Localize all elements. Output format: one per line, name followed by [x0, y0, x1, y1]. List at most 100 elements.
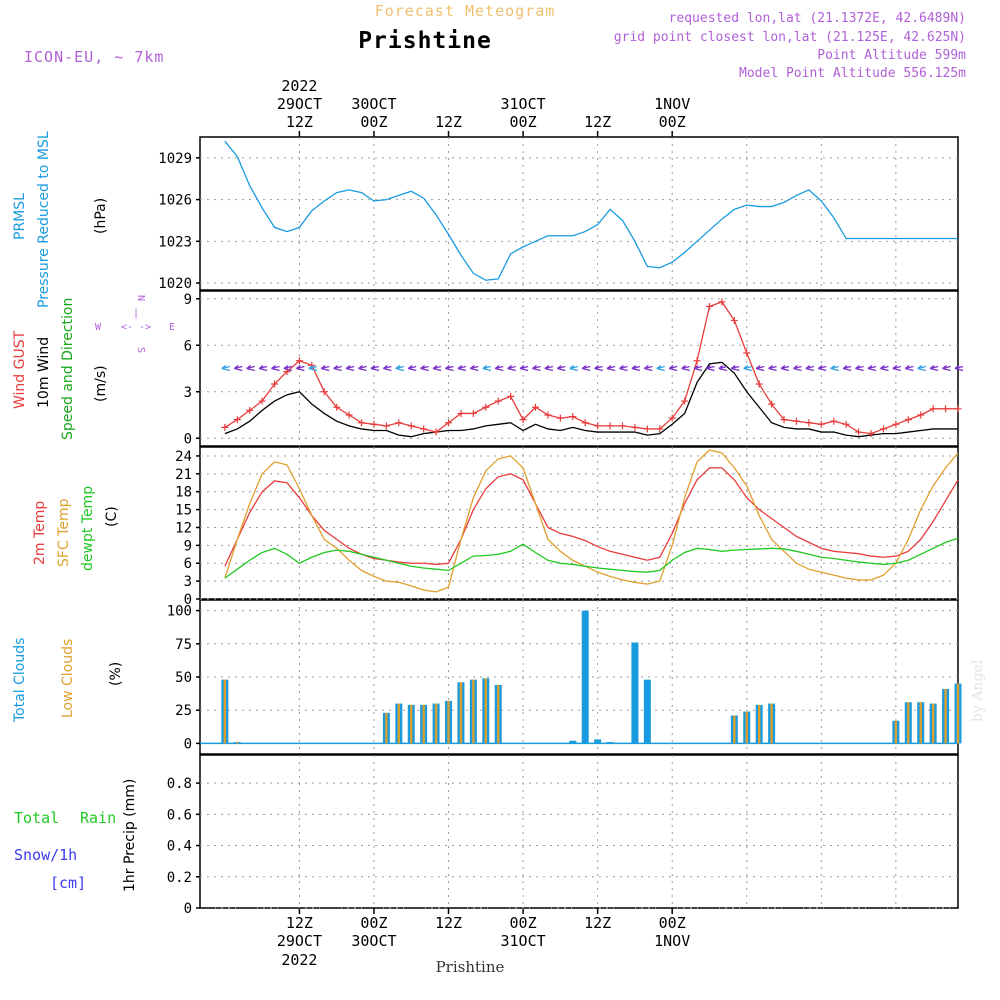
gust-marker	[395, 419, 403, 427]
gust-marker	[469, 409, 477, 417]
wind-direction-arrow	[606, 364, 616, 372]
wind-direction-arrow	[681, 364, 690, 372]
wind-direction-arrow	[445, 364, 454, 372]
gust-marker	[755, 380, 763, 388]
gust-marker	[221, 423, 229, 431]
ytick-label-pressure: 1029	[158, 151, 192, 167]
gust-marker	[445, 419, 453, 427]
gust-marker	[556, 414, 564, 422]
gust-marker	[942, 405, 950, 413]
pressure-unit: (hPa)	[93, 198, 109, 234]
gust-marker	[780, 416, 788, 424]
wind-direction-arrow	[693, 364, 703, 372]
ytick-label-pressure: 1020	[158, 276, 192, 292]
gust-marker	[569, 413, 577, 421]
wind-direction-arrow	[594, 364, 603, 372]
bottom-tick-hour: 00Z	[360, 914, 387, 932]
bottom-tick-date: 30OCT	[351, 932, 396, 950]
compass-n: N	[135, 295, 146, 301]
wind-direction-arrow	[308, 364, 318, 372]
wind-direction-arrow	[457, 364, 467, 372]
gust-marker	[271, 380, 279, 388]
clouds-unit: (%)	[108, 662, 124, 686]
wind-direction-arrow	[619, 364, 628, 372]
gust-marker	[258, 397, 266, 405]
low-cloud-bar	[956, 683, 960, 744]
clouds-label-total: Total Clouds	[12, 638, 28, 723]
low-cloud-bar	[497, 684, 500, 744]
wind-direction-arrow	[892, 364, 902, 372]
low-cloud-bar	[944, 688, 947, 744]
model-altitude: Model Point Altitude 556.125m	[739, 66, 966, 81]
wind-direction-arrow	[482, 364, 491, 372]
snow-label: Snow/1h	[14, 846, 77, 864]
bottom-tick-hour: 00Z	[510, 914, 537, 932]
wind-direction-arrow	[432, 364, 442, 372]
compass-rose: N | <- -> W E S	[95, 295, 175, 353]
bottom-year: 2022	[281, 951, 317, 969]
wind-direction-arrow	[382, 364, 392, 372]
pressure-panel	[224, 140, 958, 281]
compass-glyph-h: <- ->	[121, 322, 151, 333]
gust-marker	[904, 416, 912, 424]
gust-marker	[792, 417, 800, 425]
gridpoint-coords: grid point closest lon,lat (21.125E, 42.…	[614, 30, 966, 45]
ytick-label-temp: 12	[175, 520, 192, 536]
gust-marker	[333, 403, 341, 411]
temp-unit: (C)	[104, 506, 120, 527]
compass-glyph-v: |	[133, 308, 139, 319]
gust-marker	[246, 406, 254, 414]
wind-label-10m: 10m Wind	[36, 337, 52, 408]
low-cloud-bar	[397, 703, 401, 744]
wind-direction-arrow	[407, 364, 417, 372]
ytick-label-temp: 21	[175, 467, 192, 483]
snow-unit-label: [cm]	[50, 874, 86, 892]
precip-axis-label: 1hr Precip (mm)	[122, 779, 138, 892]
gust-marker	[668, 414, 676, 422]
gust-marker	[432, 428, 440, 436]
gust-marker	[382, 422, 390, 430]
wind-direction-arrow	[556, 364, 566, 372]
wind-direction-arrow	[345, 364, 355, 372]
temp-label-2m: 2m Temp	[32, 501, 48, 565]
low-cloud-bar	[223, 679, 227, 744]
wind-direction-arrow	[817, 364, 827, 372]
temp-2m-line	[224, 467, 959, 567]
low-cloud-bar	[931, 703, 935, 744]
panel-frame-temp	[199, 446, 959, 600]
gust-marker	[606, 422, 614, 430]
gust-marker	[519, 416, 527, 424]
compass-s: S	[135, 347, 146, 353]
panel-frame-pressure	[199, 136, 959, 291]
wind-direction-arrow	[643, 364, 653, 372]
wind-direction-arrow	[706, 364, 715, 372]
wind-direction-arrow	[718, 364, 728, 372]
ytick-label-temp: 15	[175, 503, 192, 519]
gust-marker	[718, 298, 726, 306]
total-cloud-bar	[594, 739, 602, 744]
gust-marker	[482, 403, 490, 411]
temp-dewpt-line	[224, 537, 959, 579]
gust-marker	[358, 419, 366, 427]
low-cloud-bar	[434, 703, 438, 744]
wind-direction-arrow	[420, 364, 429, 372]
gust-marker	[494, 397, 502, 405]
wind-direction-arrow	[631, 364, 641, 372]
ytick-label-temp: 24	[175, 449, 192, 465]
ytick-label-precip: 0.4	[167, 839, 192, 855]
wind-direction-arrow	[320, 364, 330, 372]
panel-frame-precip	[199, 754, 959, 909]
gust-marker	[407, 422, 415, 430]
wind-direction-arrow	[246, 364, 255, 372]
gust-marker	[594, 422, 602, 430]
rain-label-rain: Rain	[80, 809, 116, 827]
gust-marker	[420, 425, 428, 433]
low-cloud-bar	[745, 711, 748, 744]
wind-label-gust: Wind GUST	[12, 330, 28, 409]
ytick-label-clouds: 0	[184, 736, 192, 752]
bottom-tick-date: 1NOV	[654, 932, 690, 950]
low-cloud-bar	[919, 702, 922, 744]
wind-direction-arrow	[855, 364, 864, 372]
